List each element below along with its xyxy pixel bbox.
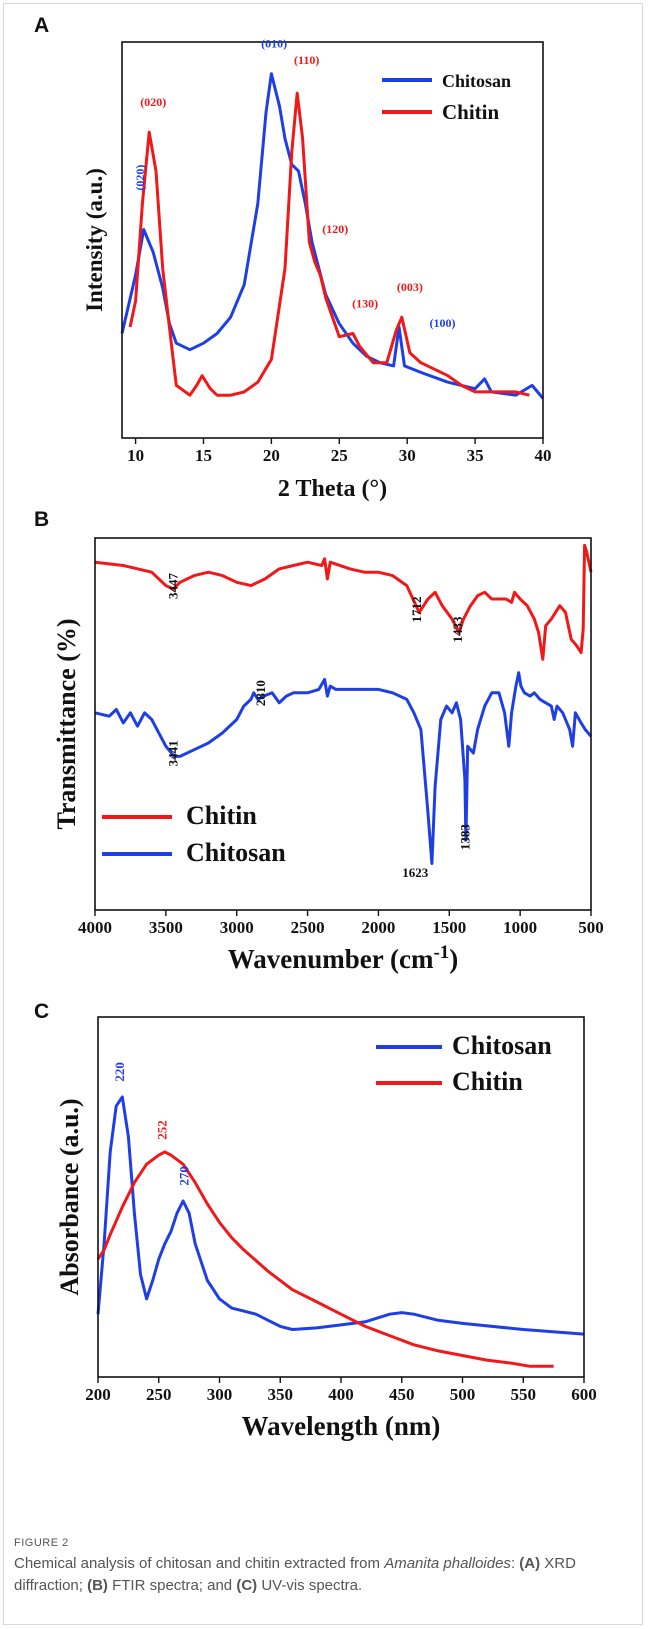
peak-annotation: (130) (352, 296, 378, 310)
caption-species: Amanita phalloides (384, 1555, 511, 1572)
legend-label-chitin: Chitin (452, 1067, 523, 1096)
caption-title: FIGURE 2 (14, 1537, 69, 1549)
peak-annotation: (120) (322, 222, 348, 236)
x-tick-label: 4000 (78, 918, 112, 937)
peak-annotation: (020) (140, 95, 166, 109)
caption-text: Chemical analysis of chitosan and chitin… (14, 1555, 576, 1594)
x-tick-label: 3000 (220, 918, 254, 937)
peak-annotation: 1433 (450, 616, 465, 643)
x-tick-label: 300 (207, 1385, 233, 1404)
series-line-chitosan (94, 671, 593, 865)
x-axis-label-end: ) (449, 944, 458, 974)
peak-annotation: 220 (112, 1062, 127, 1082)
xrd-chart: 10 15 20 25 30 35 40 2 Theta (°) Intensity (a.u.… (82, 37, 552, 502)
peak-annotation: (020) (133, 165, 147, 191)
x-tick-label: 15 (195, 446, 212, 465)
uvvis-chart: 200 250 300 350 400 450 500 550 600 Wavelength (n… (55, 1016, 597, 1441)
x-tick-label: 35 (467, 446, 484, 465)
panel-label-a: A (34, 14, 50, 37)
peak-annotation: 1712 (409, 596, 424, 622)
legend-label-chitosan: Chitosan (186, 838, 286, 867)
legend-label-chitin: Chitin (186, 801, 257, 830)
legend-label-chitosan: Chitosan (452, 1031, 552, 1060)
peak-annotation: (110) (294, 53, 319, 67)
x-tick-label: 1500 (432, 918, 466, 937)
series-line-chitosan (120, 72, 545, 400)
x-tick-label: 400 (328, 1385, 354, 1404)
peak-annotation: (100) (430, 316, 456, 330)
series-line-chitin (96, 1150, 554, 1368)
x-tick-label: 2500 (291, 918, 325, 937)
peak-annotation: 1383 (457, 824, 472, 851)
x-axis-label: 2 Theta (°) (278, 476, 387, 502)
x-tick-label: 25 (331, 446, 348, 465)
x-tick-label: 10 (127, 446, 144, 465)
x-tick-label: 500 (578, 918, 604, 937)
x-tick-label: 30 (399, 446, 416, 465)
x-tick-label: 450 (389, 1385, 415, 1404)
x-tick-label: 350 (268, 1385, 294, 1404)
x-tick-label: 250 (146, 1385, 172, 1404)
legend-label-chitosan: Chitosan (442, 71, 511, 91)
peak-annotation: (010) (261, 37, 287, 51)
y-axis-label: Intensity (a.u.) (82, 168, 107, 312)
x-tick-label: 600 (571, 1385, 597, 1404)
peak-annotation: 252 (155, 1120, 170, 1140)
x-tick-label: 3500 (149, 918, 183, 937)
x-tick-label: 500 (450, 1385, 476, 1404)
series-line-chitin (94, 543, 593, 661)
x-tick-label: 550 (511, 1385, 537, 1404)
peak-annotation: 270 (176, 1166, 191, 1186)
panel-label-c: C (34, 1000, 50, 1023)
plot-frame (121, 41, 544, 439)
x-tick-label: 20 (263, 446, 280, 465)
peak-annotation: 2810 (253, 680, 268, 706)
y-axis-label: Transmittance (%) (52, 618, 81, 829)
panel-label-b: B (34, 508, 50, 531)
x-axis-label: Wavenumber (cm-1) (228, 942, 459, 974)
x-axis-label-superscript: -1 (433, 942, 449, 963)
plot-frame (94, 537, 592, 911)
peak-annotation: (003) (397, 280, 423, 294)
peak-annotation: 3447 (165, 573, 180, 600)
x-tick-label: 200 (85, 1385, 111, 1404)
peak-annotation: 3441 (165, 740, 180, 766)
peak-annotation: 1623 (402, 865, 429, 880)
x-tick-label: 40 (535, 446, 552, 465)
series-line-chitin (128, 91, 530, 397)
figure-frame (3, 3, 643, 1625)
series-line-chitosan (96, 1095, 585, 1336)
x-tick-label: 2000 (361, 918, 395, 937)
y-axis-label: Absorbance (a.u.) (55, 1098, 84, 1295)
legend-label-chitin: Chitin (442, 100, 500, 124)
x-tick-label: 1000 (503, 918, 537, 937)
x-axis-label: Wavelength (nm) (242, 1411, 441, 1441)
ftir-chart: 4000 3500 3000 2500 2000 1500 1000 500 Wavenumbe… (52, 537, 604, 974)
